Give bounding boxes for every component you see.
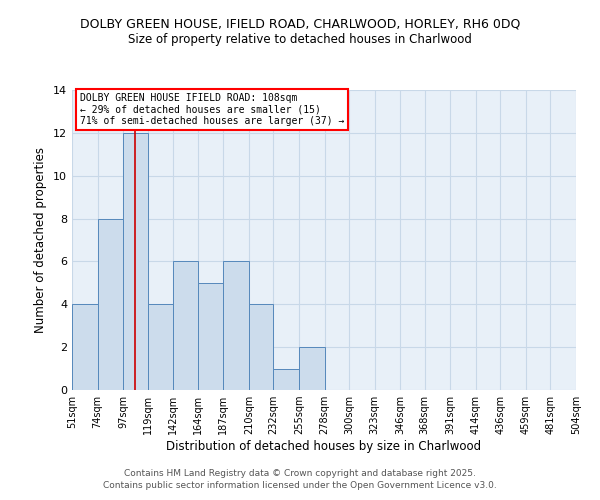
Bar [299,347,325,390]
Bar [72,304,98,390]
Text: DOLBY GREEN HOUSE IFIELD ROAD: 108sqm
← 29% of detached houses are smaller (15)
: DOLBY GREEN HOUSE IFIELD ROAD: 108sqm ← … [80,93,344,126]
Bar [98,218,123,390]
Text: Size of property relative to detached houses in Charlwood: Size of property relative to detached ho… [128,32,472,46]
Bar [223,262,249,390]
Bar [274,368,299,390]
Bar [198,283,223,390]
Text: DOLBY GREEN HOUSE, IFIELD ROAD, CHARLWOOD, HORLEY, RH6 0DQ: DOLBY GREEN HOUSE, IFIELD ROAD, CHARLWOO… [80,18,520,30]
Bar [123,133,148,390]
Bar [173,262,198,390]
X-axis label: Distribution of detached houses by size in Charlwood: Distribution of detached houses by size … [166,440,482,453]
Bar [249,304,274,390]
Text: Contains HM Land Registry data © Crown copyright and database right 2025.: Contains HM Land Registry data © Crown c… [124,468,476,477]
Bar [148,304,173,390]
Text: Contains public sector information licensed under the Open Government Licence v3: Contains public sector information licen… [103,481,497,490]
Y-axis label: Number of detached properties: Number of detached properties [34,147,47,333]
